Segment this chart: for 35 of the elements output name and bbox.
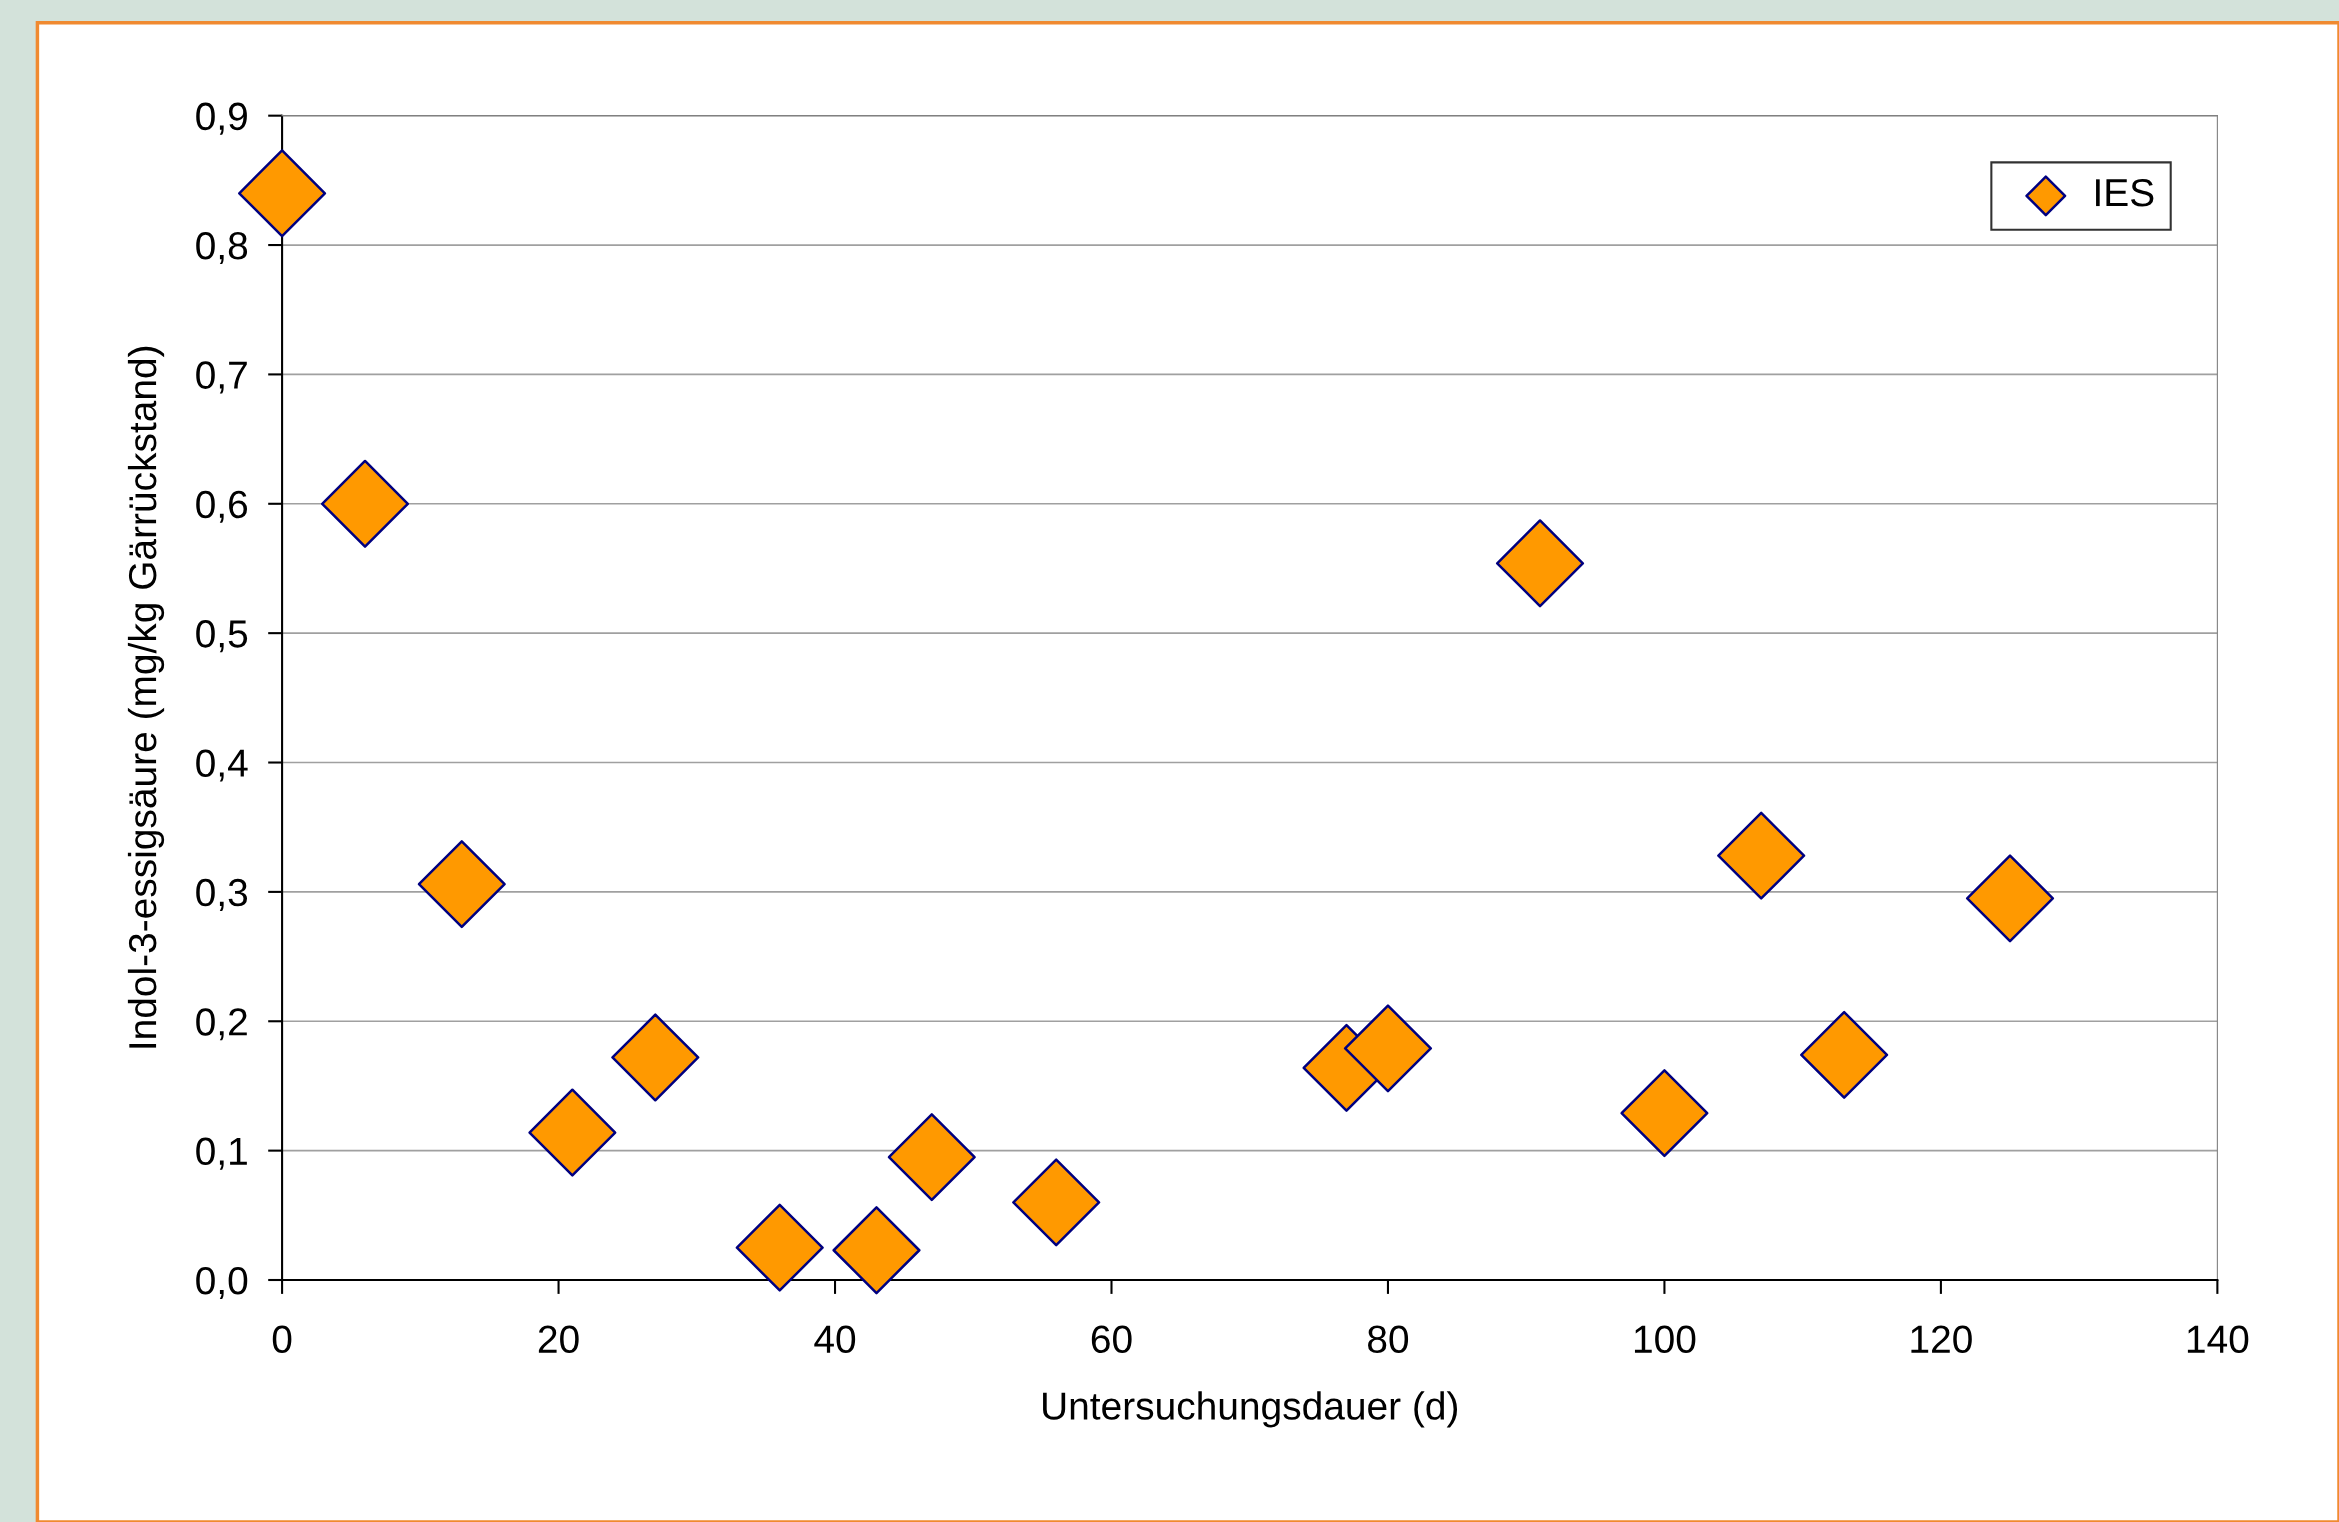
point [1495, 519, 1585, 608]
x-tick-label: 20 [538, 1325, 579, 1354]
x-tick-label: 0 [272, 1325, 292, 1354]
x-tick-label: 100 [1634, 1325, 1696, 1354]
y-axis-title: Indol-3-essigsäure (mg/kg Gärrückstand) [127, 346, 165, 1048]
point [1717, 811, 1806, 900]
y-tick-label: 0,7 [196, 361, 247, 394]
y-tick-label: 0,3 [196, 878, 248, 911]
y-tick-label: 0,0 [196, 1266, 248, 1300]
x-axis-title: Untersuchungsdauer (d) [1043, 1391, 1458, 1428]
point [611, 1013, 700, 1102]
y-tick-label: 0,8 [196, 231, 248, 265]
point [1620, 1069, 1709, 1158]
point [417, 840, 506, 929]
y-tick-label: 0,4 [196, 749, 248, 782]
point [528, 1088, 617, 1177]
point [1343, 1004, 1433, 1093]
y-tick-label: 0,9 [196, 102, 247, 135]
x-tick-label: 40 [814, 1325, 856, 1354]
x-tick-label: 60 [1091, 1325, 1132, 1354]
point [735, 1203, 824, 1292]
y-tick-label: 0,1 [196, 1137, 247, 1170]
point [887, 1113, 976, 1202]
legend-label: IES [2096, 178, 2154, 207]
x-tick-label: 120 [1911, 1325, 1972, 1354]
x-tick-label: 80 [1368, 1325, 1409, 1354]
point [320, 459, 410, 548]
point [1012, 1158, 1101, 1247]
point [1965, 854, 2055, 943]
y-tick-label: 0,5 [196, 620, 248, 653]
point [832, 1206, 921, 1295]
y-tick-label: 0,6 [196, 490, 248, 523]
point [1800, 1010, 1889, 1099]
y-tick-label: 0,2 [196, 1008, 247, 1041]
x-tick-label: 140 [2187, 1325, 2249, 1354]
